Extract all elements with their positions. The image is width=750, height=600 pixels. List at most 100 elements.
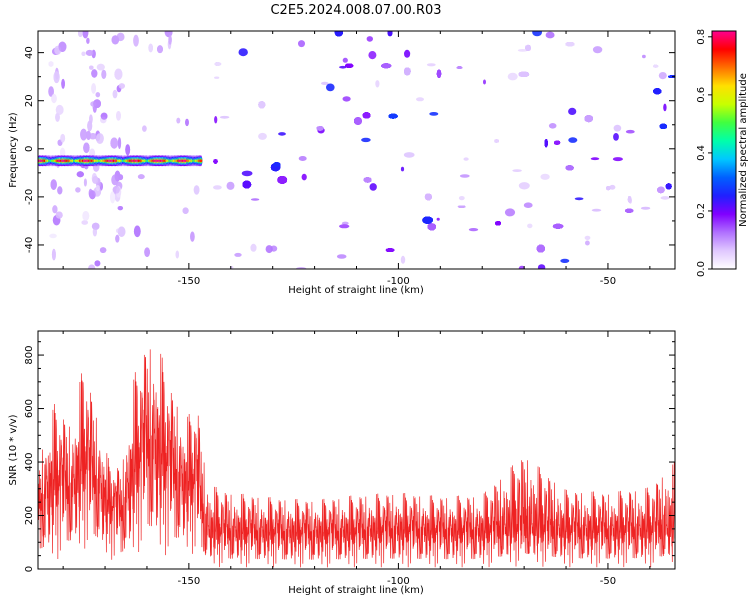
heatmap-cell	[82, 31, 89, 39]
snr-x-tick-label: -50	[600, 576, 616, 587]
heatmap-cell	[422, 216, 433, 224]
heatmap-cell	[457, 205, 466, 208]
snr-y-ticks: 0 200 400 600 800	[24, 341, 675, 572]
snr-y-tick-label: 400	[24, 452, 35, 471]
heatmap-cell	[316, 126, 324, 131]
heatmap-cell	[657, 186, 665, 194]
heatmap-cell	[111, 35, 120, 45]
heatmap-cell	[241, 170, 253, 177]
heatmap-cell	[532, 31, 542, 37]
heatmap-cell	[507, 72, 518, 81]
heatmap-cell	[368, 51, 377, 60]
heatmap-cell	[265, 245, 273, 254]
heatmap-cell	[58, 41, 67, 52]
heatmap-cell	[168, 34, 172, 45]
heatmap-cell	[133, 34, 139, 47]
heatmap-cell	[436, 217, 440, 221]
heatmap-cell	[483, 79, 486, 85]
heatmap-cell	[60, 133, 66, 143]
heatmap-cell	[118, 83, 125, 89]
snr-panel: -150 -100 -50 0 200 400 600 800 Height of stra…	[8, 330, 676, 596]
heatmap-cell	[640, 206, 651, 210]
heatmap-cell	[114, 68, 123, 80]
heatmap-cell	[429, 112, 439, 116]
heatmap-cell	[86, 130, 91, 140]
heatmap-cell	[49, 233, 57, 239]
colorbar-gradient	[712, 31, 736, 269]
heatmap-cell	[75, 187, 81, 193]
spectrogram-x-tick-label: -100	[387, 276, 410, 287]
spectrogram-background	[38, 31, 675, 269]
heatmap-cell	[606, 186, 611, 191]
heatmap-cell	[182, 207, 189, 214]
heatmap-cell	[660, 196, 670, 200]
heatmap-cell	[554, 140, 561, 145]
heatmap-cell	[117, 137, 122, 150]
heatmap-cell	[175, 250, 179, 259]
colorbar-tick-label: 0.8	[696, 29, 707, 45]
colorbar: 0.0 0.2 0.4 0.6 0.8 Normalized spectral ampl…	[696, 29, 749, 277]
heatmap-cell	[400, 255, 406, 264]
heatmap-cell	[273, 162, 281, 167]
heatmap-cell	[193, 185, 200, 195]
spectrogram-panel: -150 -100 -50 -40 -20 0 20 40 Height of straig…	[8, 30, 676, 296]
heatmap-cell	[199, 159, 203, 163]
heatmap-cell	[258, 101, 266, 109]
heatmap-cell	[95, 185, 100, 192]
heatmap-cell	[436, 69, 442, 78]
heatmap-cell	[537, 264, 546, 269]
heatmap-cell	[301, 173, 307, 181]
heatmap-cell	[342, 96, 351, 102]
heatmap-cell	[116, 111, 121, 121]
heatmap-cell	[517, 49, 528, 52]
spectrogram-y-tick-label: 0	[24, 146, 35, 152]
heatmap-cell	[157, 45, 163, 54]
spectrogram-x-ticks: -150 -100 -50	[62, 31, 651, 287]
heatmap-cell	[137, 174, 145, 180]
heatmap-cell	[99, 247, 107, 254]
heatmap-cell	[523, 202, 533, 208]
heatmap-cell	[416, 97, 424, 102]
heatmap-cell	[144, 247, 150, 257]
spectrogram-y-ticks: -40 -20 0 20 40	[24, 46, 675, 270]
heatmap-cell	[226, 181, 235, 190]
heatmap-cell	[55, 104, 64, 115]
heatmap-cell	[214, 116, 218, 124]
heatmap-cell	[100, 112, 108, 120]
heatmap-cell	[95, 92, 101, 98]
heatmap-cell	[613, 124, 622, 132]
heatmap-cell	[86, 37, 90, 44]
heatmap-cell	[55, 211, 63, 219]
heatmap-cell	[110, 137, 118, 149]
heatmap-cell	[112, 186, 120, 194]
spectrogram-y-tick-label: 40	[24, 46, 35, 59]
heatmap-cell	[574, 197, 584, 201]
heatmap-cell	[89, 133, 97, 140]
heatmap-cell	[80, 128, 87, 141]
heatmap-cell	[653, 88, 662, 95]
heatmap-cell	[341, 221, 349, 225]
heatmap-cell	[463, 157, 469, 161]
heatmap-cell	[91, 69, 98, 78]
heatmap-cell	[258, 132, 267, 140]
heatmap-cell	[48, 61, 54, 67]
colorbar-frame	[711, 30, 737, 270]
heatmap-cell	[51, 93, 57, 104]
heatmap-cell	[190, 231, 195, 242]
heatmap-cell	[242, 180, 252, 189]
heatmap-cell	[363, 177, 372, 183]
heatmap-cell	[83, 142, 90, 154]
heatmap-cell	[52, 205, 58, 214]
heatmap-cell	[277, 176, 288, 184]
heatmap-cell	[82, 211, 90, 221]
heatmap-cell	[148, 43, 153, 53]
heatmap-cell	[219, 115, 230, 119]
heatmap-cell	[381, 63, 392, 69]
heatmap-cell	[96, 133, 104, 144]
heatmap-cell	[568, 137, 578, 143]
figure-title: C2E5.2024.008.07.00.R03	[270, 3, 441, 18]
heatmap-cell	[96, 63, 105, 71]
colorbar-tick-label: 0.0	[696, 261, 707, 277]
spectrogram-y-tick-label: 20	[24, 94, 35, 107]
heatmap-cell	[361, 137, 371, 143]
